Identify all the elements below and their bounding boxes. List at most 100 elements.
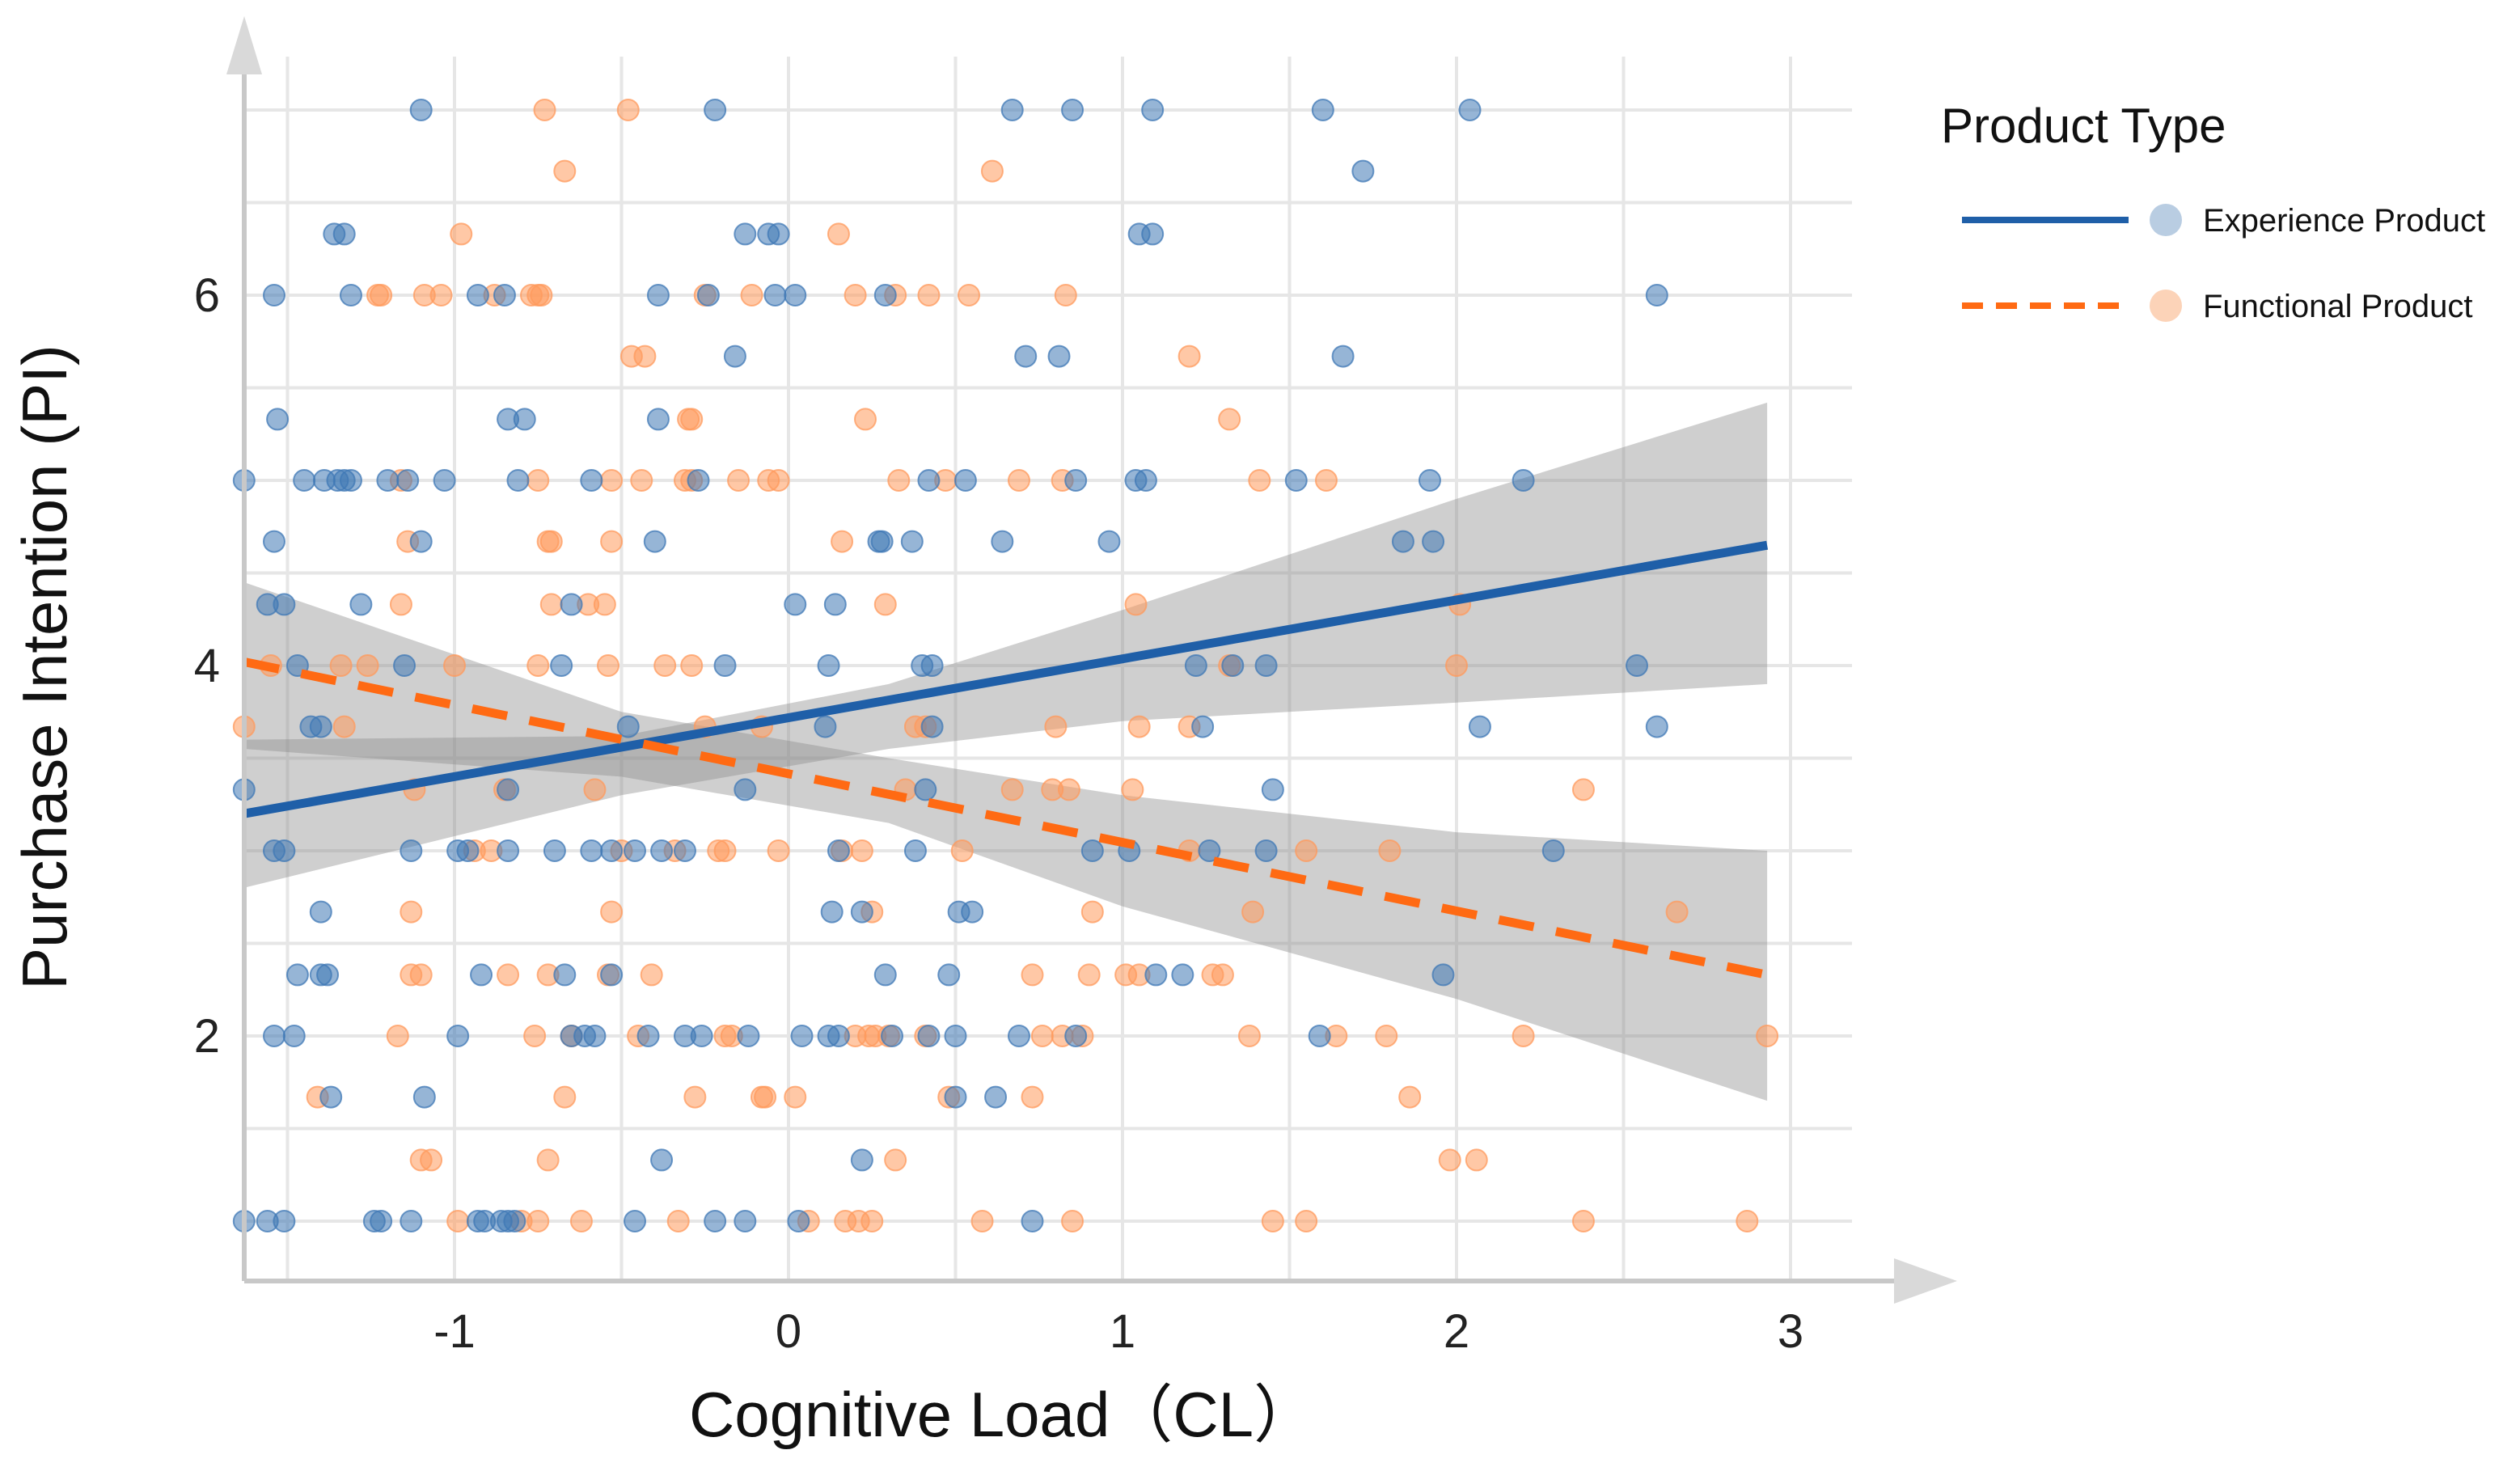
data-point-experience xyxy=(543,839,566,862)
data-point-experience xyxy=(914,778,937,801)
data-point-functional xyxy=(616,99,640,121)
data-point-experience xyxy=(560,593,583,616)
data-point-experience xyxy=(506,469,530,492)
data-point-experience xyxy=(1141,99,1165,121)
data-point-functional xyxy=(523,1025,547,1047)
data-point-functional xyxy=(420,1148,443,1172)
data-point-functional xyxy=(1044,715,1068,738)
data-point-functional xyxy=(784,1085,807,1109)
data-point-functional xyxy=(887,469,911,492)
data-point-experience xyxy=(319,1085,343,1109)
data-point-functional xyxy=(593,593,616,616)
data-point-functional xyxy=(1030,1025,1054,1047)
legend-marker-experience xyxy=(2150,204,2182,236)
data-point-experience xyxy=(690,1025,713,1047)
data-point-experience xyxy=(409,99,433,121)
data-point-experience xyxy=(870,530,894,553)
legend-marker-functional xyxy=(2150,290,2182,322)
data-point-functional xyxy=(844,284,867,307)
data-point-experience xyxy=(273,839,296,862)
data-point-experience xyxy=(282,1025,306,1047)
data-point-experience xyxy=(550,654,573,677)
data-point-experience xyxy=(873,963,897,987)
data-point-experience xyxy=(1512,469,1535,492)
regression-lines xyxy=(243,540,1769,979)
data-point-experience xyxy=(944,1085,967,1109)
data-point-experience xyxy=(827,1025,850,1047)
data-point-experience xyxy=(823,593,847,616)
data-point-functional xyxy=(370,284,393,307)
x-tick-label: 3 xyxy=(1778,1305,1803,1358)
data-point-functional xyxy=(683,1085,707,1109)
data-point-experience xyxy=(273,593,296,616)
data-point-experience xyxy=(285,963,309,987)
data-point-functional xyxy=(1237,1025,1261,1047)
axes xyxy=(226,16,1957,1304)
data-point-experience xyxy=(1080,839,1104,862)
legend: Product Type Experience Product Function… xyxy=(1941,99,2485,324)
data-point-experience xyxy=(1061,99,1085,121)
data-point-experience xyxy=(723,345,746,368)
data-point-experience xyxy=(646,408,670,431)
data-point-experience xyxy=(704,99,727,121)
data-point-experience xyxy=(643,530,666,553)
data-point-experience xyxy=(1254,654,1278,677)
data-point-functional xyxy=(1000,778,1024,801)
data-point-experience xyxy=(273,1210,296,1232)
data-point-functional xyxy=(533,99,556,121)
legend-title: Product Type xyxy=(1941,99,2226,153)
data-point-experience xyxy=(961,900,984,924)
data-point-functional xyxy=(1314,469,1338,492)
data-point-experience xyxy=(262,1025,285,1047)
data-point-experience xyxy=(1261,778,1284,801)
data-point-experience xyxy=(953,469,977,492)
data-point-experience xyxy=(332,222,356,246)
data-point-experience xyxy=(673,839,696,862)
data-point-experience xyxy=(937,963,961,987)
data-point-experience xyxy=(784,593,807,616)
data-point-experience xyxy=(1047,345,1071,368)
data-point-experience xyxy=(412,1085,436,1109)
data-point-functional xyxy=(409,963,433,987)
data-point-functional xyxy=(827,222,850,246)
x-tick-label: -1 xyxy=(433,1305,476,1358)
data-point-functional xyxy=(1061,1210,1085,1232)
ci-band-functional xyxy=(243,581,1768,1101)
data-point-experience xyxy=(920,715,944,738)
data-point-experience xyxy=(814,715,837,738)
data-point-functional xyxy=(530,284,553,307)
data-point-experience xyxy=(1021,1210,1044,1232)
data-point-experience xyxy=(497,839,520,862)
data-point-experience xyxy=(687,469,710,492)
data-point-experience xyxy=(1284,469,1308,492)
data-point-experience xyxy=(763,284,787,307)
data-point-functional xyxy=(1127,715,1151,738)
x-tick-label: 1 xyxy=(1110,1305,1135,1358)
data-point-experience xyxy=(1198,839,1221,862)
data-point-functional xyxy=(1261,1210,1284,1232)
data-point-experience xyxy=(400,839,423,862)
data-point-functional xyxy=(1248,469,1271,492)
legend-label-functional: Functional Product xyxy=(2203,289,2473,324)
data-point-functional xyxy=(1378,839,1402,862)
data-point-experience xyxy=(349,593,373,616)
fit-line-experience xyxy=(243,540,1769,818)
data-point-functional xyxy=(1465,1148,1488,1172)
x-axis-arrow-icon xyxy=(1894,1258,1957,1304)
data-point-functional xyxy=(600,469,624,492)
x-tick-label: 0 xyxy=(776,1305,801,1358)
data-point-experience xyxy=(650,839,674,862)
data-point-experience xyxy=(513,408,536,431)
data-point-functional xyxy=(1571,778,1595,801)
data-point-functional xyxy=(1438,1148,1461,1172)
data-point-functional xyxy=(1736,1210,1759,1232)
data-point-experience xyxy=(1626,654,1649,677)
data-point-experience xyxy=(624,1210,647,1232)
data-point-functional xyxy=(767,469,790,492)
fit-line-functional xyxy=(243,657,1769,979)
data-point-functional xyxy=(400,900,423,924)
data-point-experience xyxy=(1064,1025,1088,1047)
data-point-experience xyxy=(650,1148,674,1172)
data-point-functional xyxy=(1124,593,1148,616)
data-point-experience xyxy=(409,530,433,553)
